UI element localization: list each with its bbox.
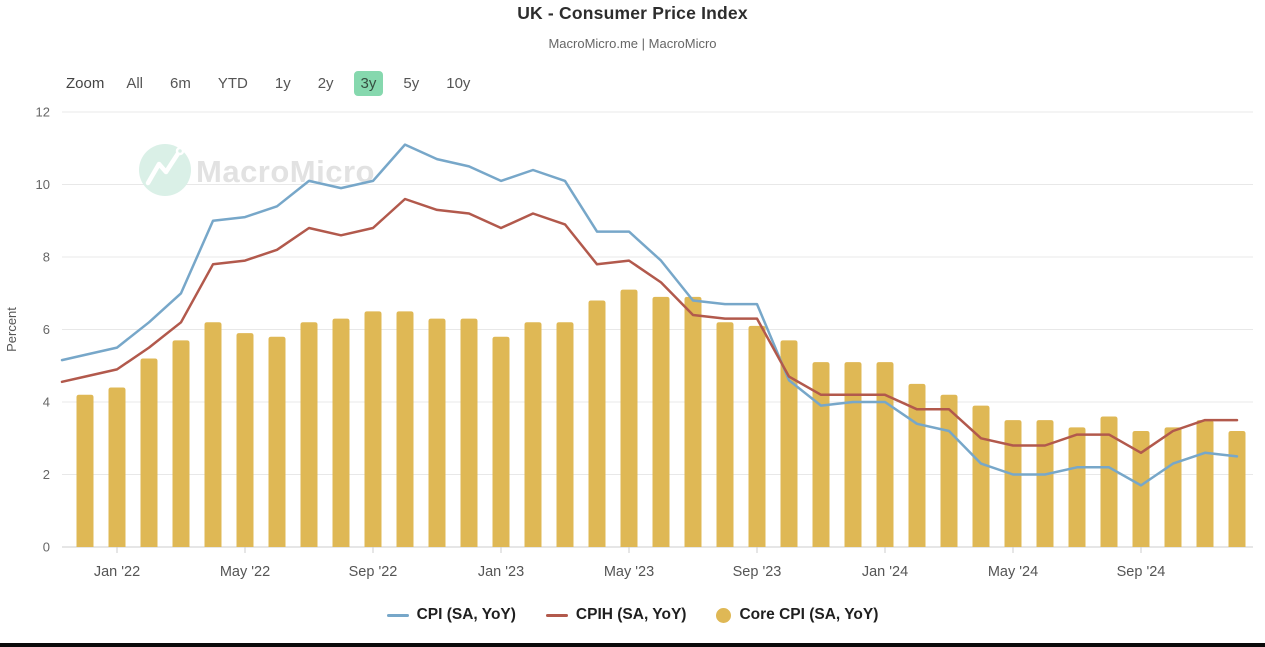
core-cpi-bar[interactable]	[1228, 431, 1246, 547]
core-cpi-bar[interactable]	[588, 300, 606, 548]
zoom-label: Zoom	[66, 75, 105, 92]
core-cpi-bar[interactable]	[204, 322, 222, 547]
range-button-6m[interactable]: 6m	[170, 75, 191, 92]
core-cpi-bar[interactable]	[716, 322, 734, 547]
chart-source-subtitle: MacroMicro.me | MacroMicro	[548, 36, 717, 51]
core-cpi-bar[interactable]	[1196, 420, 1214, 547]
range-button-3y[interactable]: 3y	[353, 71, 384, 96]
range-button-10y[interactable]: 10y	[446, 75, 471, 92]
watermark: MacroMicro	[139, 144, 375, 196]
y-axis-title: Percent	[4, 307, 19, 352]
core-cpi-bar[interactable]	[428, 318, 446, 547]
legend-label: CPI (SA, YoY)	[416, 606, 516, 623]
core-cpi-bar[interactable]	[844, 362, 862, 547]
x-tick-label: Jan '22	[94, 564, 140, 580]
core-cpi-bar[interactable]	[556, 322, 574, 547]
core-cpi-bar[interactable]	[1164, 427, 1182, 547]
legend-line-marker	[386, 613, 409, 617]
y-tick-label: 12	[36, 105, 50, 120]
legend-line-marker	[545, 613, 568, 617]
core-cpi-bar[interactable]	[140, 358, 158, 548]
y-tick-label: 0	[43, 540, 50, 555]
core-cpi-bar[interactable]	[300, 322, 318, 547]
x-tick-label: Sep '22	[349, 564, 398, 580]
core-cpi-bar[interactable]	[492, 336, 510, 547]
core-cpi-bar[interactable]	[364, 311, 382, 547]
y-tick-label: 4	[43, 395, 50, 410]
core-cpi-bar[interactable]	[876, 362, 894, 547]
range-selector: Zoom All 6m YTD 1y 2y 3y 5y 10y	[66, 71, 477, 96]
y-tick-label: 6	[43, 322, 50, 337]
core-cpi-bar[interactable]	[780, 340, 798, 547]
core-cpi-bar[interactable]	[108, 387, 126, 548]
range-button-all[interactable]: All	[126, 75, 144, 92]
core-cpi-bar[interactable]	[812, 362, 830, 547]
core-cpi-bar[interactable]	[940, 394, 958, 547]
core-cpi-bars	[76, 289, 1246, 548]
core-cpi-bar[interactable]	[748, 325, 766, 547]
x-tick-label: May '24	[988, 564, 1038, 580]
page-title: UK - Consumer Price Index	[517, 3, 748, 23]
cpih-line[interactable]	[60, 197, 1239, 455]
legend-circle-marker	[716, 607, 732, 623]
x-tick-label: Sep '24	[1117, 564, 1166, 580]
range-button-5y[interactable]: 5y	[403, 75, 420, 92]
core-cpi-bar[interactable]	[620, 289, 638, 547]
core-cpi-bar[interactable]	[268, 336, 286, 547]
core-cpi-bar[interactable]	[1132, 431, 1150, 547]
core-cpi-bar[interactable]	[172, 340, 190, 547]
y-tick-label: 2	[43, 467, 50, 482]
core-cpi-bar[interactable]	[76, 394, 94, 547]
core-cpi-bar[interactable]	[972, 405, 990, 547]
core-cpi-bar[interactable]	[1100, 416, 1118, 548]
x-tick-label: Sep '23	[733, 564, 782, 580]
core-cpi-bar[interactable]	[396, 311, 414, 547]
x-tick-label: May '22	[220, 564, 270, 580]
watermark-text: MacroMicro	[196, 154, 375, 189]
legend-label: Core CPI (SA, YoY)	[739, 606, 879, 623]
core-cpi-bar[interactable]	[1036, 420, 1054, 547]
cpi-line[interactable]	[60, 143, 1239, 487]
legend: CPI (SA, YoY) CPIH (SA, YoY) Core CPI (SA,…	[0, 606, 1265, 624]
legend-label: CPIH (SA, YoY)	[575, 606, 687, 623]
x-tick-label: Jan '24	[862, 564, 908, 580]
core-cpi-bar[interactable]	[332, 318, 350, 547]
x-tick-label: Jan '23	[478, 564, 524, 580]
legend-item-cpih[interactable]: CPIH (SA, YoY)	[545, 606, 687, 624]
y-tick-label: 10	[36, 177, 50, 192]
core-cpi-bar[interactable]	[524, 322, 542, 547]
range-button-1y[interactable]: 1y	[274, 75, 291, 92]
x-tick-label: May '23	[604, 564, 654, 580]
range-button-2y[interactable]: 2y	[317, 75, 334, 92]
core-cpi-bar[interactable]	[684, 296, 702, 547]
legend-item-core-cpi[interactable]: Core CPI (SA, YoY)	[716, 606, 878, 624]
core-cpi-bar[interactable]	[460, 318, 478, 547]
range-buttons: All 6m YTD 1y 2y 3y 5y 10y	[119, 71, 477, 96]
legend-item-cpi[interactable]: CPI (SA, YoY)	[386, 606, 516, 624]
core-cpi-bar[interactable]	[1068, 427, 1086, 547]
core-cpi-bar[interactable]	[236, 333, 254, 547]
bottom-black-bar	[0, 643, 1265, 647]
range-button-ytd[interactable]: YTD	[217, 75, 248, 92]
y-tick-label: 8	[43, 250, 50, 265]
chart-svg[interactable]: 0 2 4 6 8 10 12 Percent MacroMicro Jan '22 May '22…	[0, 0, 1265, 600]
core-cpi-bar[interactable]	[1004, 420, 1022, 547]
core-cpi-bar[interactable]	[652, 296, 670, 547]
